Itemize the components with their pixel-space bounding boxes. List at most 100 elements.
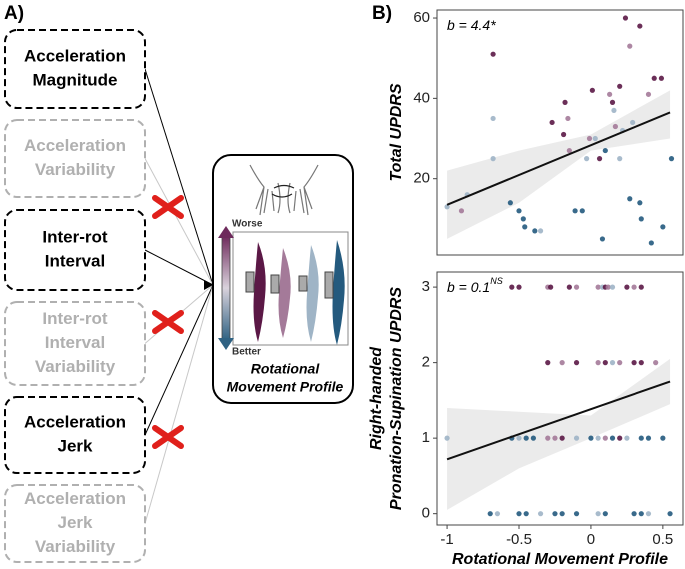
point [630,119,636,126]
connector [144,158,214,286]
point [596,156,603,162]
point [627,43,633,49]
point [507,200,513,206]
point [602,511,608,517]
point [638,284,644,290]
point [559,511,565,517]
point [609,360,616,366]
panel-label: B) [372,3,392,24]
y-tick-label: 60 [413,9,430,26]
point [631,360,637,366]
connector [144,284,214,524]
point [592,135,598,142]
point [573,360,580,366]
annotation-text: b = 4.4* [447,17,496,33]
node-label: Magnitude [33,70,118,89]
scale-top: Worse [232,219,263,230]
connector [144,284,214,436]
point [631,284,637,290]
target-label: Movement Profile [227,379,344,395]
point [566,284,572,290]
panel-a: Acceleration Magnitude Acceleration Variabi… [4,29,214,563]
rejected-mark [152,310,184,334]
violins [245,240,345,345]
point [653,360,659,366]
point [612,123,618,130]
target-box: Worse Better Rotational Movement Profile [212,154,354,404]
point [638,435,644,441]
x-axis-label: Rotational Movement Profile [452,551,668,568]
point [548,284,554,290]
node-label: Variability [35,160,116,179]
annotation: b = 4.4* [447,17,496,33]
point [609,99,616,105]
node-label: Jerk [58,436,94,455]
point [660,435,666,441]
point [602,360,608,366]
panel-label: A) [4,3,24,24]
fit-line [446,380,671,461]
node-box [4,484,146,563]
point [490,156,496,162]
node-label: Variability [35,357,116,376]
node-label: Interval [45,333,105,352]
point [622,15,629,21]
point [595,284,601,290]
confidence-band [447,358,671,510]
x-tick-label: 0 [587,531,595,548]
point [611,107,617,114]
point [617,360,623,366]
point [559,360,565,366]
point [617,156,623,162]
point [565,115,571,122]
point [586,135,593,142]
point [651,75,657,81]
arrow-tip [204,280,213,290]
node-label: Interval [45,251,105,270]
y-tick-label: 40 [413,89,430,106]
point [487,511,493,517]
point [595,435,601,441]
point [667,511,673,517]
point [617,435,623,441]
point [552,511,558,517]
point [523,511,529,517]
node-box [4,119,146,198]
point [638,360,644,366]
fit-line [446,111,671,206]
point [523,435,529,441]
point [490,51,496,57]
hands-icon [249,164,319,216]
point [602,435,608,441]
scale-bottom: Better [232,347,261,358]
point [549,119,555,126]
point [595,360,601,366]
point [609,435,616,441]
point [516,208,522,214]
connector [144,249,214,286]
connector [144,68,214,286]
point [552,435,558,441]
point [560,131,567,138]
point [638,511,644,517]
node-box [4,396,146,474]
y-tick-label: 3 [422,278,430,295]
point [602,147,608,154]
node-label: Acceleration [24,46,126,65]
rejected-mark [152,195,184,219]
y-tick-label: 0 [422,505,430,522]
point [668,156,675,162]
point [588,435,594,441]
node-box [4,301,146,386]
point [458,208,465,214]
node-label: Variability [35,537,116,556]
point [638,216,644,222]
y-axis-label: Total UPDRS [388,83,405,181]
point [566,147,572,154]
point [637,200,643,206]
node-label: Acceleration [24,136,126,155]
arrow-head [218,338,234,350]
x-tick-label: -0.5 [506,531,532,548]
node-box [4,209,146,291]
point [444,204,450,210]
